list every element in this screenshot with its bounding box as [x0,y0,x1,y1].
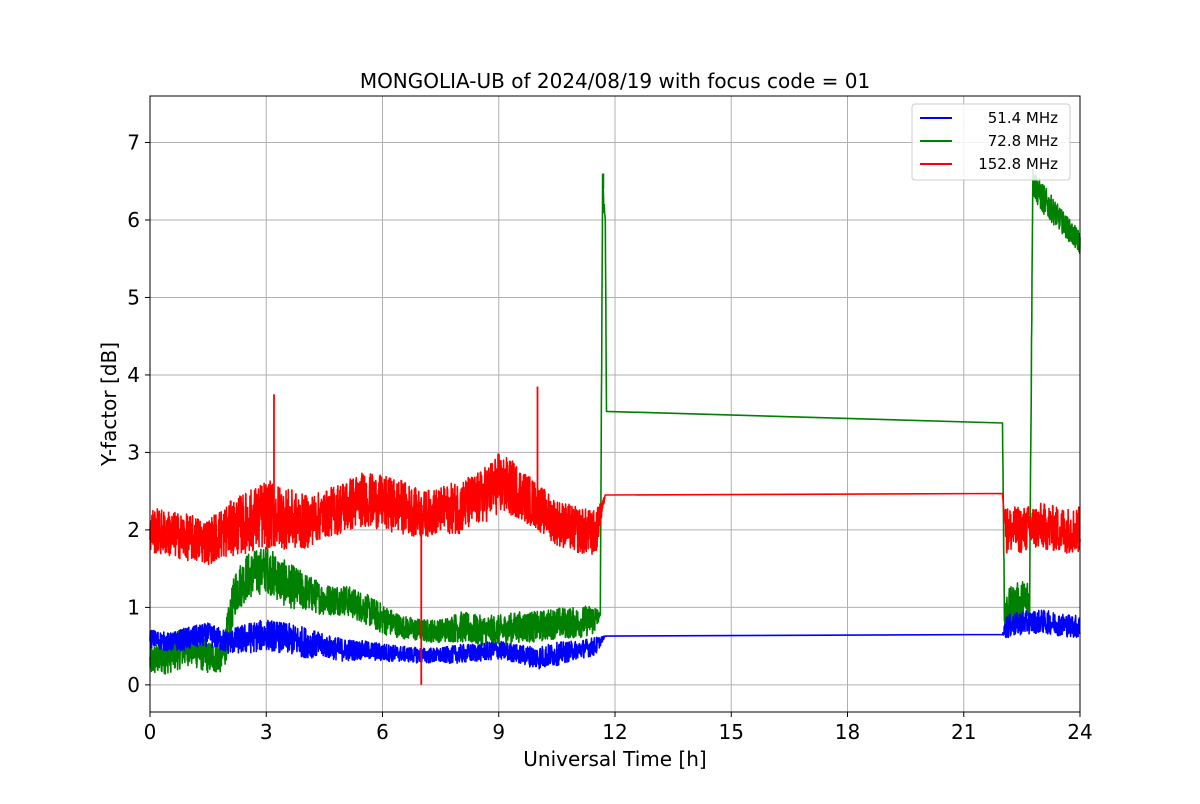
y-tick-label: 2 [127,518,140,542]
legend-label: 72.8 MHz [988,132,1058,150]
x-tick-label: 3 [260,720,273,744]
y-tick-label: 4 [127,363,140,387]
legend: 51.4 MHz 72.8 MHz 152.8 MHz [911,103,1071,181]
legend-box [911,103,1071,181]
x-tick-label: 9 [492,720,505,744]
x-tick-label: 21 [951,720,976,744]
series-line [149,168,1081,675]
series-line [149,609,1081,670]
x-tick-label: 18 [835,720,860,744]
y-tick-label: 5 [127,285,140,309]
series-72-8-mhz [149,168,1081,675]
x-tick-label: 24 [1067,720,1092,744]
y-axis-label: Y-factor [dB] [97,342,121,467]
y-tick-label: 1 [127,595,140,619]
series-line [149,453,1081,566]
x-axis-label: Universal Time [h] [523,747,706,771]
y-tick-label: 6 [127,208,140,232]
series-group [149,168,1081,685]
series-51-4-mhz [149,609,1081,670]
y-tick-label: 7 [127,130,140,154]
legend-label: 51.4 MHz [988,109,1058,127]
x-tick-label: 15 [719,720,744,744]
y-tick-label: 3 [127,440,140,464]
y-tick-label: 0 [127,673,140,697]
x-tick-label: 6 [376,720,389,744]
chart-title: MONGOLIA-UB of 2024/08/19 with focus cod… [360,69,870,93]
series-152-8-mhz [149,453,1081,566]
legend-label: 152.8 MHz [978,155,1058,173]
x-tick-label: 0 [144,720,157,744]
x-tick-label: 12 [602,720,627,744]
